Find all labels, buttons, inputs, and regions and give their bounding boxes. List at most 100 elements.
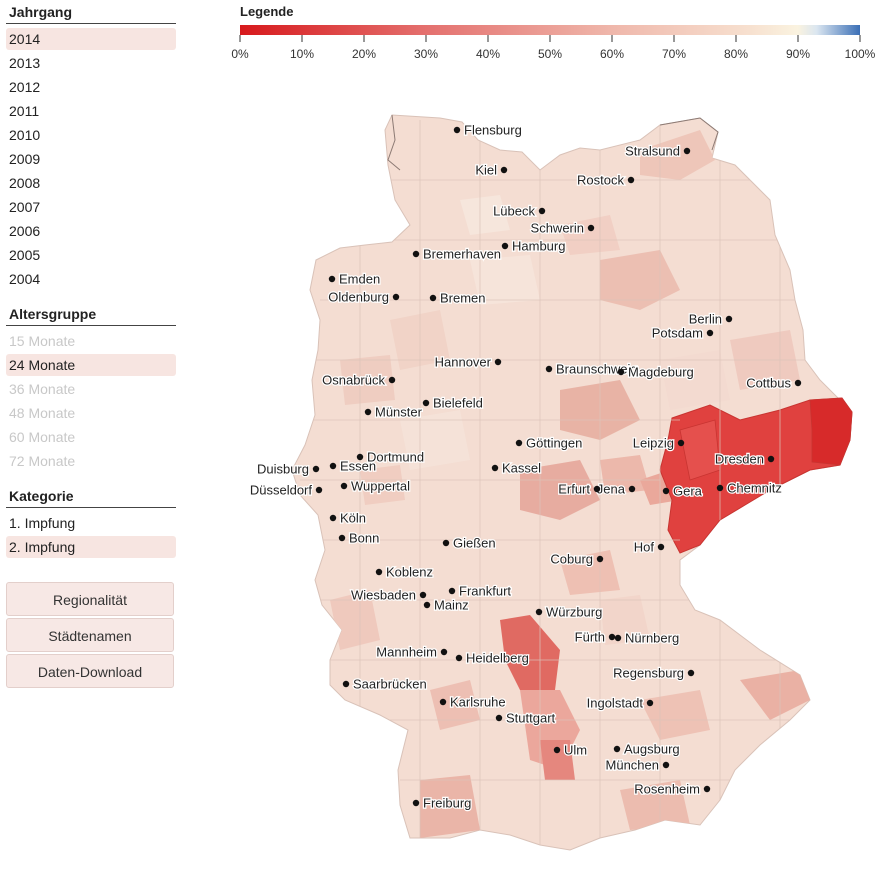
- city-dot[interactable]: [628, 485, 636, 493]
- city-marker[interactable]: Hannover: [433, 353, 502, 371]
- city-dot[interactable]: [412, 799, 420, 807]
- city-dot[interactable]: [596, 555, 604, 563]
- city-marker[interactable]: Dresden: [714, 450, 775, 468]
- city-dot[interactable]: [608, 633, 616, 641]
- city-dot[interactable]: [375, 568, 383, 576]
- city-dot[interactable]: [392, 293, 400, 301]
- city-dot[interactable]: [657, 543, 665, 551]
- city-marker[interactable]: Hamburg: [501, 237, 567, 255]
- city-marker[interactable]: Regensburg: [612, 664, 695, 682]
- city-marker[interactable]: Rosenheim: [633, 780, 711, 798]
- city-dot[interactable]: [545, 365, 553, 373]
- city-marker[interactable]: Dortmund: [356, 448, 425, 466]
- city-dot[interactable]: [553, 746, 561, 754]
- city-dot[interactable]: [716, 484, 724, 492]
- city-dot[interactable]: [491, 464, 499, 472]
- city-marker[interactable]: Frankfurt: [448, 582, 513, 600]
- city-marker[interactable]: Nürnberg: [614, 629, 680, 647]
- district-patch[interactable]: [560, 215, 620, 255]
- city-dot[interactable]: [617, 368, 625, 376]
- city-marker[interactable]: Lübeck: [492, 202, 546, 220]
- city-dot[interactable]: [593, 485, 601, 493]
- district-patch[interactable]: [560, 550, 620, 595]
- city-marker[interactable]: München: [604, 756, 670, 774]
- city-marker[interactable]: Osnabrück: [321, 371, 396, 389]
- city-marker[interactable]: Heidelberg: [455, 649, 530, 667]
- city-dot[interactable]: [587, 224, 595, 232]
- city-dot[interactable]: [535, 608, 543, 616]
- city-marker[interactable]: Cottbus: [745, 374, 802, 392]
- daten-download-button[interactable]: Daten-Download: [6, 654, 174, 688]
- city-marker[interactable]: Ingolstadt: [585, 694, 654, 712]
- district-patch[interactable]: [430, 680, 480, 730]
- city-dot[interactable]: [364, 408, 372, 416]
- city-marker[interactable]: Braunschweig: [545, 360, 639, 378]
- city-marker[interactable]: Potsdam: [650, 324, 714, 342]
- city-dot[interactable]: [338, 534, 346, 542]
- city-dot[interactable]: [677, 439, 685, 447]
- district-patch[interactable]: [470, 255, 540, 305]
- city-dot[interactable]: [613, 745, 621, 753]
- city-dot[interactable]: [315, 486, 323, 494]
- saxony-east-district[interactable]: [809, 397, 853, 466]
- city-dot[interactable]: [494, 358, 502, 366]
- city-dot[interactable]: [662, 487, 670, 495]
- city-dot[interactable]: [312, 465, 320, 473]
- city-marker[interactable]: Emden: [328, 270, 381, 288]
- city-dot[interactable]: [646, 699, 654, 707]
- district-patch[interactable]: [600, 595, 650, 645]
- jahrgang-item-2009[interactable]: 2009: [9, 151, 41, 167]
- city-dot[interactable]: [329, 514, 337, 522]
- district-patch[interactable]: [500, 615, 560, 690]
- city-dot[interactable]: [328, 275, 336, 283]
- city-dot[interactable]: [419, 591, 427, 599]
- city-dot[interactable]: [455, 654, 463, 662]
- city-dot[interactable]: [340, 482, 348, 490]
- city-marker[interactable]: Erfurt: [557, 480, 601, 498]
- city-dot[interactable]: [495, 714, 503, 722]
- jahrgang-item-2008[interactable]: 2008: [9, 175, 41, 191]
- city-marker[interactable]: Gera: [662, 482, 704, 500]
- city-marker[interactable]: Augsburg: [613, 740, 681, 758]
- city-marker[interactable]: Essen: [329, 457, 377, 475]
- district-patch[interactable]: [330, 590, 380, 650]
- jahrgang-item-2011[interactable]: 2011: [9, 103, 40, 119]
- city-dot[interactable]: [439, 698, 447, 706]
- city-dot[interactable]: [538, 207, 546, 215]
- district-patch[interactable]: [640, 130, 715, 180]
- district-patch[interactable]: [420, 775, 480, 838]
- jahrgang-item-2005[interactable]: 2005: [9, 247, 41, 263]
- city-dot[interactable]: [412, 250, 420, 258]
- city-dot[interactable]: [388, 376, 396, 384]
- city-dot[interactable]: [422, 399, 430, 407]
- jahrgang-item-2012[interactable]: 2012: [9, 79, 41, 95]
- city-dot[interactable]: [794, 379, 802, 387]
- jahrgang-item-2007[interactable]: 2007: [9, 199, 41, 215]
- city-dot[interactable]: [329, 462, 337, 470]
- city-marker[interactable]: Leipzig: [632, 434, 685, 452]
- city-dot[interactable]: [440, 648, 448, 656]
- city-marker[interactable]: Schwerin: [529, 219, 595, 237]
- city-dot[interactable]: [515, 439, 523, 447]
- district-patch[interactable]: [540, 740, 575, 780]
- district-patch[interactable]: [660, 350, 730, 410]
- city-marker[interactable]: Bielefeld: [422, 394, 484, 412]
- city-dot[interactable]: [725, 315, 733, 323]
- city-marker[interactable]: Bremerhaven: [412, 245, 502, 263]
- regionalitaet-button[interactable]: Regionalität: [6, 582, 174, 616]
- city-marker[interactable]: Magdeburg: [617, 363, 695, 381]
- staedtenamen-button[interactable]: Städtenamen: [6, 618, 174, 652]
- city-marker[interactable]: Hof: [633, 538, 665, 556]
- jahrgang-item-2014[interactable]: 2014: [6, 28, 176, 50]
- district-patch[interactable]: [460, 195, 510, 235]
- district-patch[interactable]: [740, 670, 810, 720]
- city-marker[interactable]: Koblenz: [375, 563, 434, 581]
- city-marker[interactable]: Duisburg: [256, 460, 320, 478]
- jahrgang-item-2013[interactable]: 2013: [9, 55, 41, 71]
- city-marker[interactable]: Chemnitz: [716, 479, 783, 497]
- altersgruppe-item-24-monate[interactable]: 24 Monate: [6, 354, 176, 376]
- city-marker[interactable]: Ulm: [553, 741, 588, 759]
- city-dot[interactable]: [356, 453, 364, 461]
- district-patch[interactable]: [360, 465, 405, 505]
- city-marker[interactable]: Rostock: [576, 171, 635, 189]
